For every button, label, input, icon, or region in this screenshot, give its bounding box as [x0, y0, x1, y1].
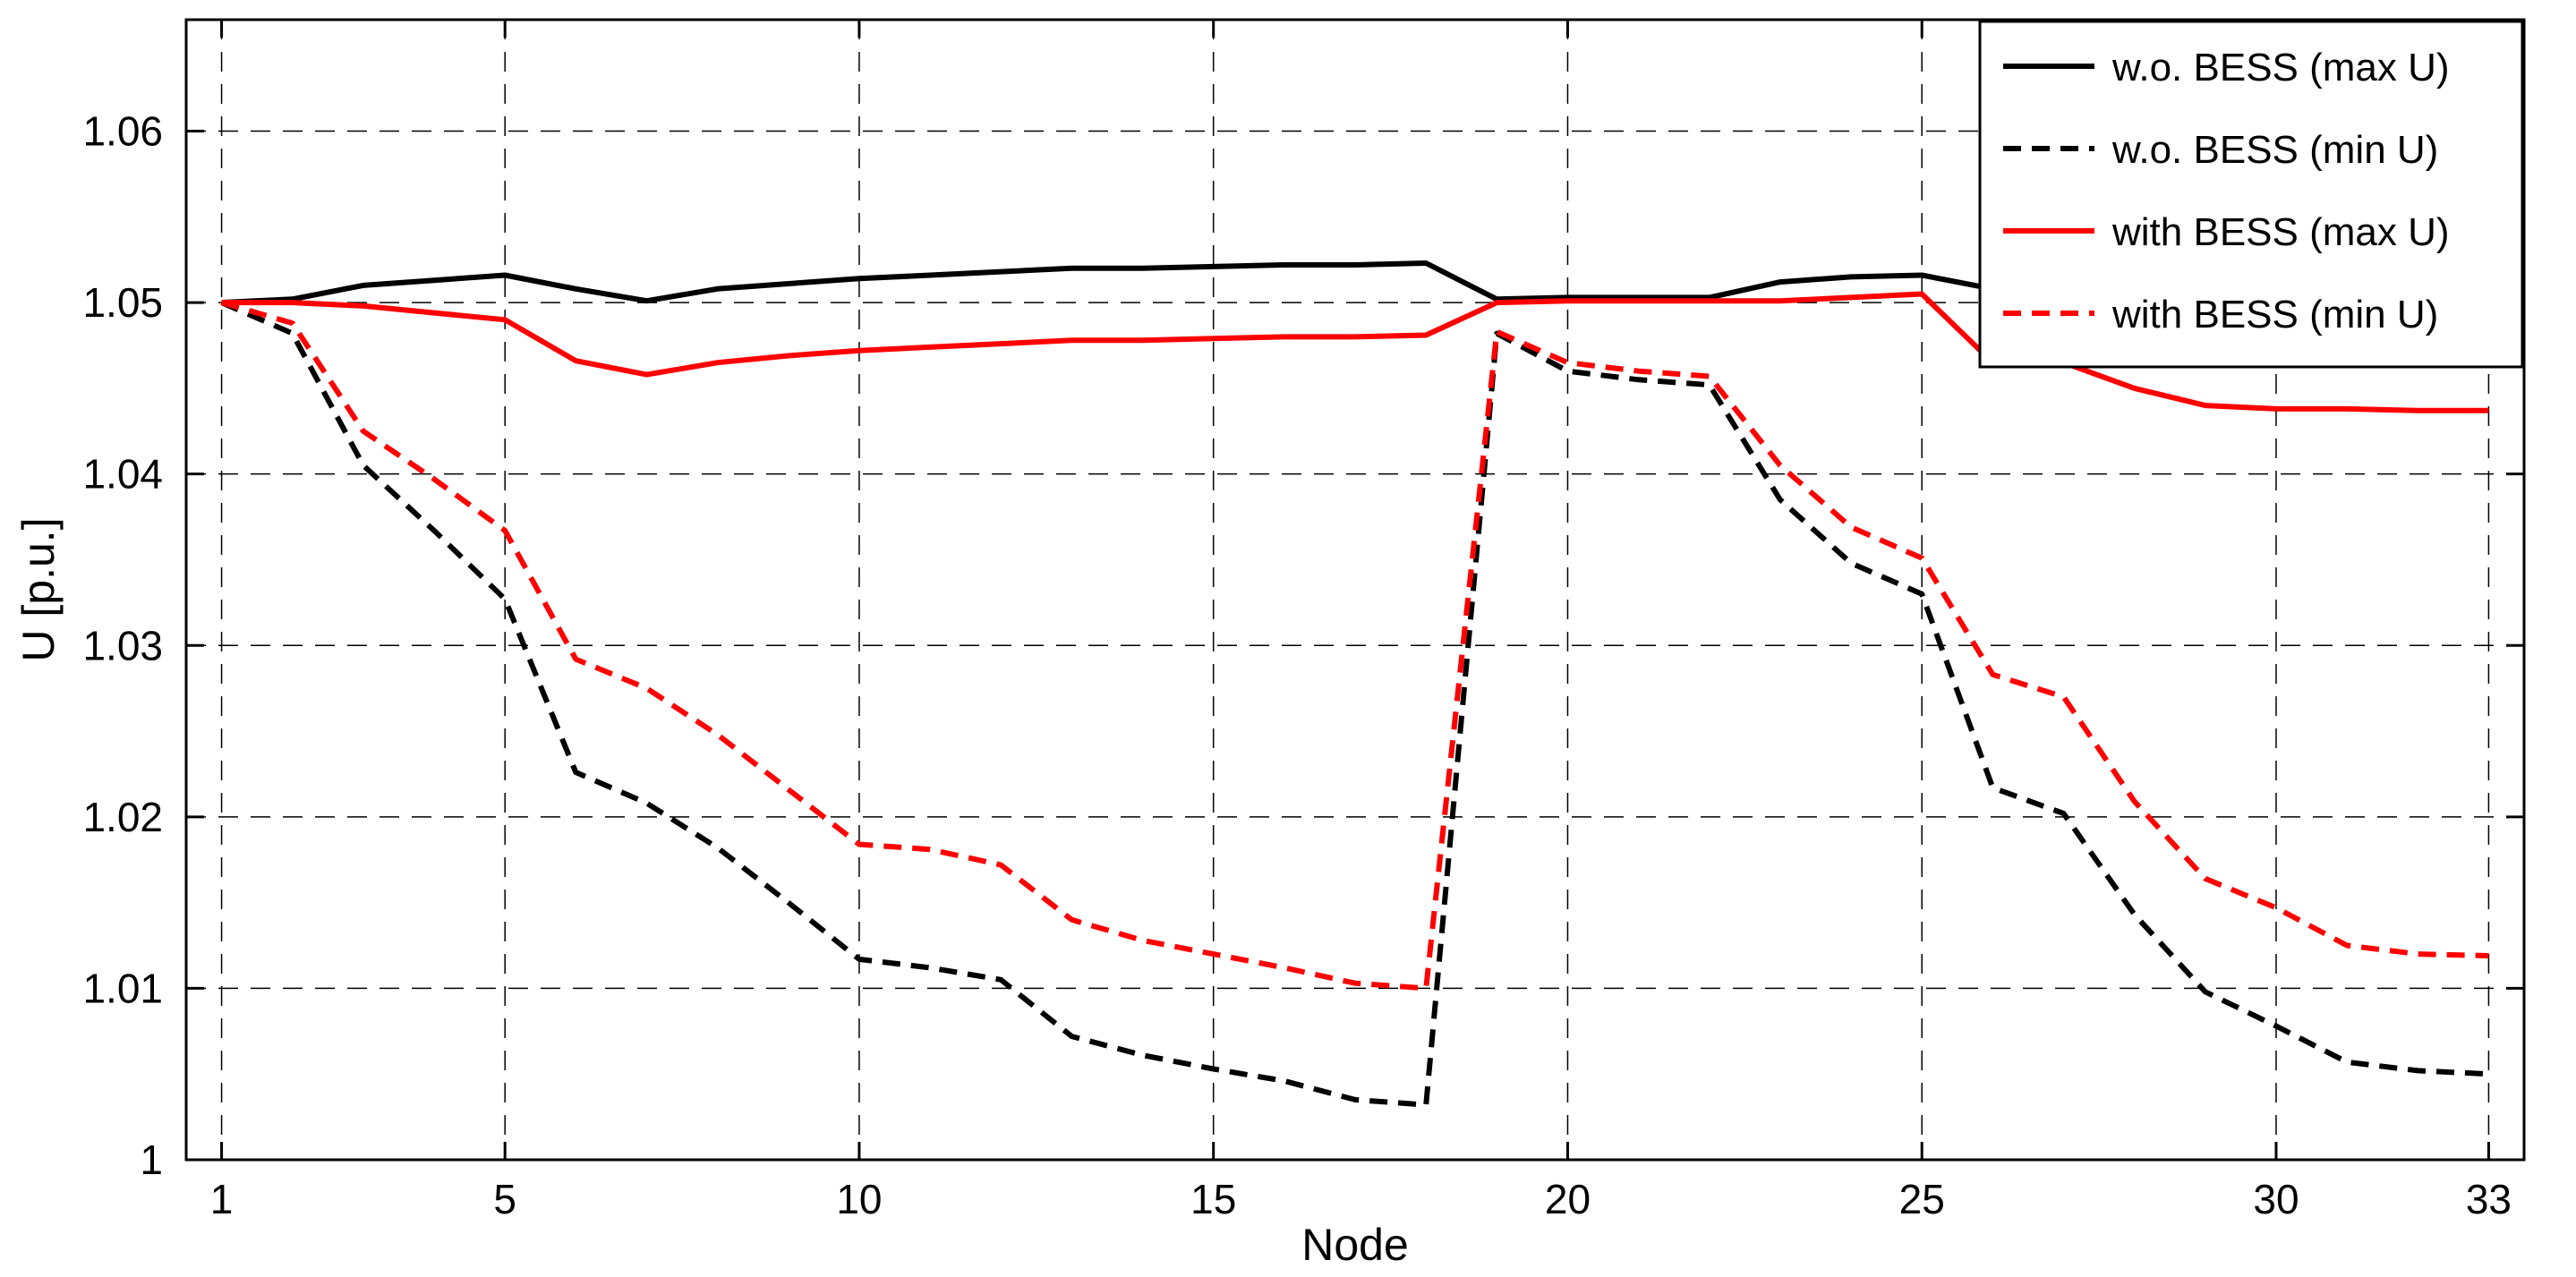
y-tick-label: 1.03	[82, 622, 163, 668]
plot-frame	[184, 18, 2526, 1162]
y-tick-label: 1.06	[82, 108, 163, 155]
x-tick-label: 5	[493, 1176, 516, 1222]
x-tick-label: 25	[1899, 1176, 1945, 1222]
legend-label-3: with BESS (max U)	[2111, 210, 2450, 254]
y-tick-label: 1	[140, 1137, 163, 1183]
legend: w.o. BESS (max U) w.o. BESS (min U) with B…	[1978, 20, 2524, 369]
x-axis-title: Node	[1301, 1220, 1409, 1270]
series-line-4	[220, 300, 2489, 992]
x-tick-label: 15	[1190, 1176, 1236, 1222]
x-tick-label: 10	[836, 1176, 882, 1222]
legend-label-4: with BESS (min U)	[2111, 293, 2438, 336]
series-line-3	[221, 291, 2489, 413]
y-tick-label: 1.02	[82, 794, 163, 840]
y-tick-label: 1.01	[82, 965, 163, 1011]
y-axis-title: U [p.u.]	[13, 517, 64, 661]
legend-label-2: w.o. BESS (min U)	[2111, 128, 2438, 172]
x-tick-label: 33	[2466, 1176, 2512, 1222]
x-tick-label: 1	[210, 1176, 234, 1222]
x-tick-label: 20	[1545, 1176, 1591, 1222]
legend-box	[1978, 20, 2524, 369]
legend-label-1: w.o. BESS (max U)	[2111, 46, 2450, 89]
y-tick-label: 1.05	[82, 279, 163, 326]
series-layer	[220, 260, 2489, 1108]
x-tick-label: 30	[2253, 1176, 2299, 1222]
series-line-2	[220, 300, 2489, 1108]
y-tick-label: 1.04	[82, 451, 163, 498]
